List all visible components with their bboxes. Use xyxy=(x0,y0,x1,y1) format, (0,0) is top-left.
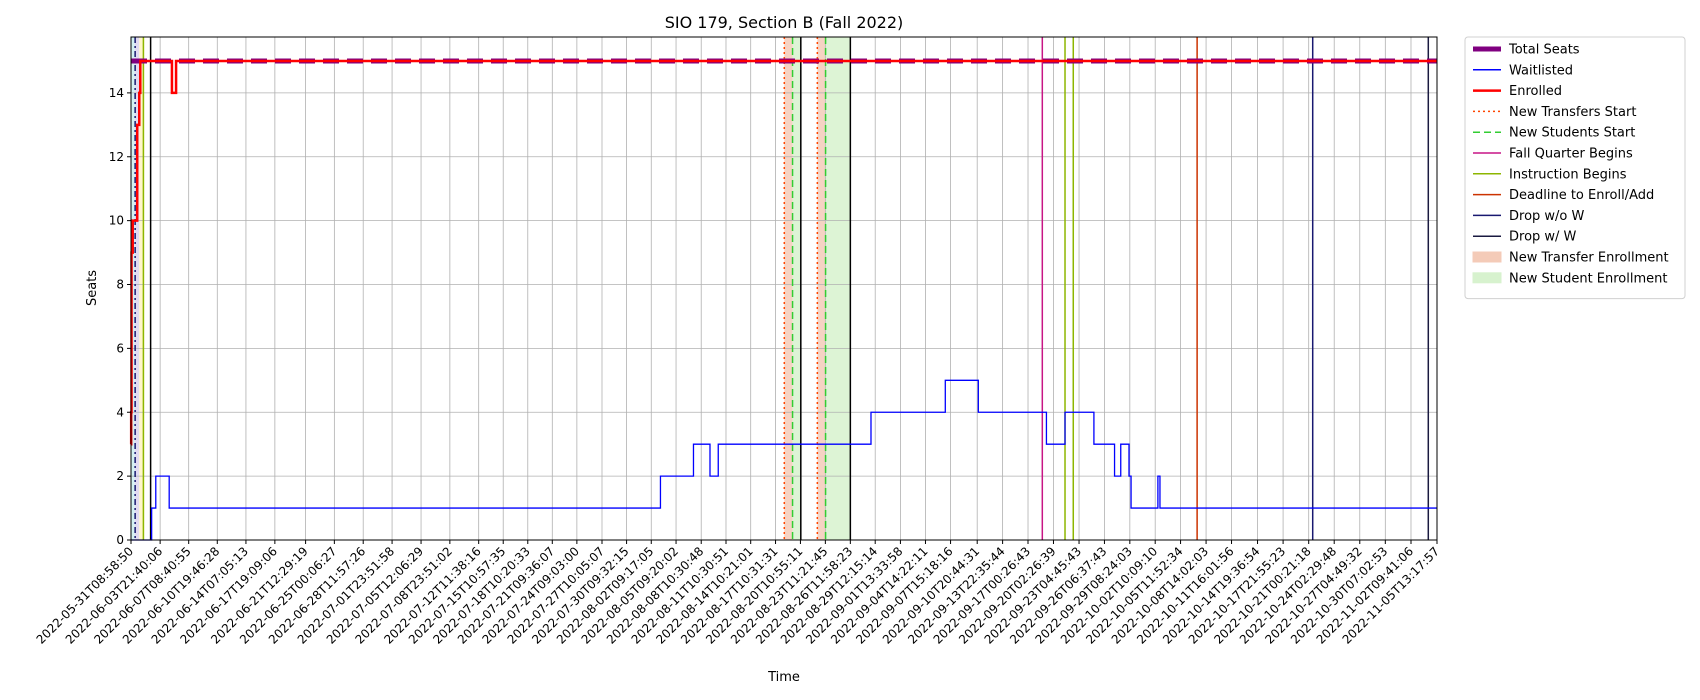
plot-frame xyxy=(130,36,1438,541)
new-transfers-start-legend-label: New Transfers Start xyxy=(1509,105,1636,120)
shaded-region-5 xyxy=(134,37,140,540)
y-tick-label: 8 xyxy=(116,278,124,292)
shaded-region-4 xyxy=(131,37,135,540)
drop-w-o-w-legend-label: Drop w/o W xyxy=(1509,209,1585,224)
new-student-enrollment-legend-swatch xyxy=(1472,272,1502,284)
new-transfer-enrollment-legend-label: New Transfer Enrollment xyxy=(1509,251,1669,266)
new-transfer-enrollment-legend-swatch xyxy=(1472,251,1502,263)
shaded-region-6 xyxy=(139,37,145,540)
new-student-enrollment-legend-label: New Student Enrollment xyxy=(1509,271,1667,286)
y-tick-label: 12 xyxy=(109,150,124,164)
instruction-begins-legend-label: Instruction Begins xyxy=(1509,167,1627,182)
waitlisted-legend-label: Waitlisted xyxy=(1509,63,1573,78)
grid xyxy=(130,37,1438,541)
shaded-region-1 xyxy=(817,37,826,540)
y-axis: 0 2 4 6 8 10 12 14 xyxy=(109,86,131,547)
y-tick-label: 4 xyxy=(116,405,124,419)
x-axis-label: Time xyxy=(767,670,800,685)
legend: Total Seats Waitlisted Enrolled New Transfe… xyxy=(1464,36,1686,300)
new-students-start-legend-label: New Students Start xyxy=(1509,126,1635,141)
y-axis-label: Seats xyxy=(85,270,100,306)
y-tick-label: 6 xyxy=(116,341,124,355)
enrolled-legend-label: Enrolled xyxy=(1509,84,1562,99)
shaded-region-3 xyxy=(825,37,851,540)
chart-title: SIO 179, Section B (Fall 2022) xyxy=(665,13,904,32)
x-axis: 2022-05-31T08:58:502022-06-03T21:40:0620… xyxy=(34,540,1442,647)
shaded-region-2 xyxy=(792,37,801,540)
y-tick-label: 0 xyxy=(116,533,124,547)
event-lines xyxy=(134,37,1430,540)
y-tick-label: 10 xyxy=(109,214,124,228)
drop-w-w-legend-label: Drop w/ W xyxy=(1509,230,1577,245)
y-tick-label: 2 xyxy=(116,469,124,483)
fall-quarter-begins-legend-label: Fall Quarter Begins xyxy=(1509,147,1633,162)
shaded-region-0 xyxy=(784,37,793,540)
y-tick-label: 14 xyxy=(109,86,124,100)
total-seats-legend-label: Total Seats xyxy=(1508,43,1580,58)
waitlisted-series xyxy=(131,379,1437,541)
legend-box xyxy=(1464,36,1686,300)
shaded-regions xyxy=(131,37,851,540)
deadline-to-enroll-add-legend-label: Deadline to Enroll/Add xyxy=(1509,188,1654,203)
